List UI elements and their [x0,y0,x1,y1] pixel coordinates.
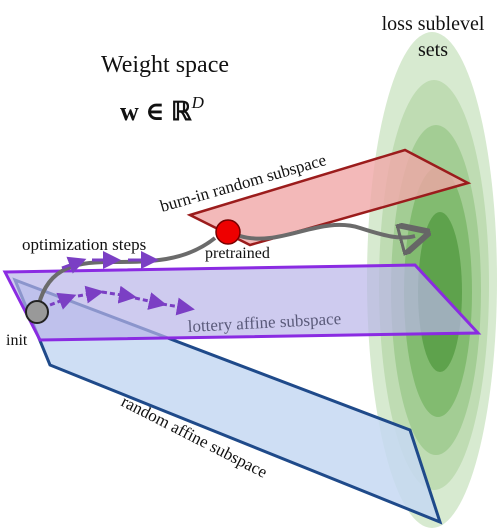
pretrained-label: pretrained [205,245,270,262]
init-label: init [6,332,28,349]
init-point [25,300,49,324]
loss-label: loss sublevel [382,13,485,35]
formula: w ∈ ℝD [120,93,205,126]
formula-base: w ∈ ℝ [120,97,192,126]
opt-arrows [49,251,195,316]
finetune-path [239,225,415,239]
title: Weight space [101,52,229,78]
optimization-label: optimization steps [22,235,146,254]
loss-label: sets [418,39,448,61]
formula-sup: D [191,93,205,112]
pretrained-point [215,219,241,245]
